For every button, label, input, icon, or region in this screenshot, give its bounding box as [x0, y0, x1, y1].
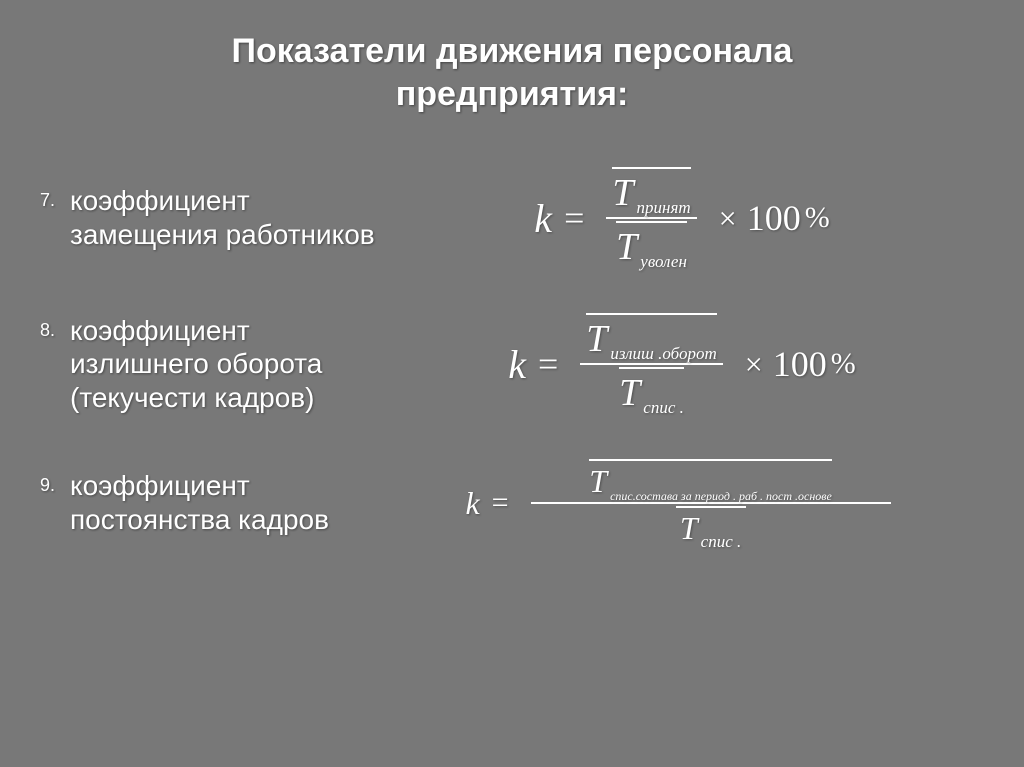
formula: k = T спис.состава за период . раб . пос… [465, 457, 898, 549]
equals-sign: = [492, 486, 509, 520]
overline-bar [619, 367, 684, 369]
denominator-subscript: спис . [701, 532, 742, 552]
denominator: T спис . [613, 365, 690, 417]
denominator: T спис . [670, 504, 752, 549]
item-label: коэффициент излишнего оборота (текучести… [70, 314, 380, 415]
equals-sign: = [564, 197, 584, 239]
overline-var: T спис . [619, 367, 684, 415]
denominator: T уволен [610, 219, 693, 271]
overline-var: T излиш .оборот [586, 313, 716, 361]
item-number: 9. [40, 469, 70, 496]
percent-sign: % [831, 347, 856, 381]
item-left: 9. коэффициент постоянства кадров [40, 469, 380, 536]
formula-lhs: k [534, 195, 552, 242]
formula: k = T излиш .оборот [508, 311, 856, 417]
fraction: T спис.состава за период . раб . пост .о… [531, 457, 891, 549]
item-left: 7. коэффициент замещения работников [40, 184, 380, 251]
formula-lhs: k [508, 341, 526, 388]
denominator-symbol: T [616, 225, 637, 269]
list-item: 8. коэффициент излишнего оборота (текуче… [40, 311, 984, 417]
item-formula-area: k = T излиш .оборот [380, 311, 984, 417]
numerator-symbol: T [586, 317, 607, 361]
numerator-subscript: принят [637, 198, 691, 218]
numerator-symbol: T [612, 171, 633, 215]
formula: k = T принят [534, 165, 829, 271]
times-sign: × [719, 200, 737, 237]
overline-var: T спис . [676, 506, 746, 547]
numerator: T излиш .оборот [580, 311, 722, 363]
numerator-subscript: излиш .оборот [610, 344, 716, 364]
item-number: 8. [40, 314, 70, 341]
slide-title: Показатели движения персонала предприяти… [40, 30, 984, 115]
overline-bar [586, 313, 716, 315]
overline-var: T спис.состава за период . раб . пост .о… [589, 459, 832, 500]
overline-bar [616, 221, 687, 223]
times-sign: × [745, 346, 763, 383]
item-label: коэффициент замещения работников [70, 184, 380, 251]
equals-sign: = [538, 343, 558, 385]
numerator: T принят [606, 165, 696, 217]
fraction: T принят T уволен [606, 165, 696, 271]
numerator-subscript: спис.состава за период . раб . пост .осн… [610, 489, 832, 504]
formula-lhs: k [465, 485, 479, 522]
item-formula-area: k = T принят [380, 165, 984, 271]
denominator-symbol: T [680, 510, 698, 547]
multiplier: 100 [747, 197, 801, 239]
title-line-1: Показатели движения персонала [232, 32, 793, 70]
item-formula-area: k = T спис.состава за период . раб . пос… [380, 457, 984, 549]
overline-var: T принят [612, 167, 690, 215]
multiplier: 100 [773, 343, 827, 385]
overline-bar [589, 459, 832, 461]
numerator-symbol: T [589, 463, 607, 500]
list-item: 9. коэффициент постоянства кадров k = T … [40, 457, 984, 549]
item-left: 8. коэффициент излишнего оборота (текуче… [40, 314, 380, 415]
slide: Показатели движения персонала предприяти… [0, 0, 1024, 767]
item-label: коэффициент постоянства кадров [70, 469, 380, 536]
overline-bar [612, 167, 690, 169]
list-item: 7. коэффициент замещения работников k = … [40, 165, 984, 271]
denominator-subscript: спис . [643, 398, 684, 418]
overline-bar [676, 506, 746, 508]
item-number: 7. [40, 184, 70, 211]
overline-var: T уволен [616, 221, 687, 269]
denominator-symbol: T [619, 371, 640, 415]
percent-sign: % [805, 201, 830, 235]
title-line-2: предприятия: [396, 75, 629, 113]
fraction: T излиш .оборот T спис . [580, 311, 722, 417]
numerator: T спис.состава за период . раб . пост .о… [583, 457, 838, 502]
denominator-subscript: уволен [640, 252, 687, 272]
